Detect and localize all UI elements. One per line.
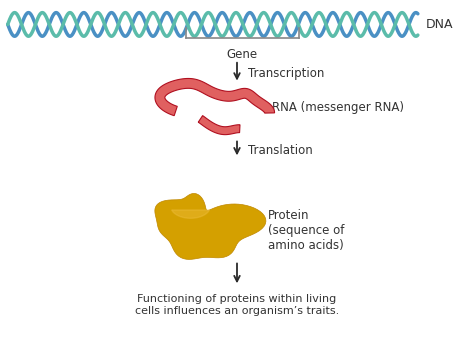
Text: Translation: Translation [248, 144, 313, 157]
Polygon shape [155, 193, 266, 259]
Polygon shape [155, 78, 274, 116]
Text: Gene: Gene [227, 48, 258, 61]
Text: Transcription: Transcription [248, 67, 324, 80]
Text: Protein
(sequence of
amino acids): Protein (sequence of amino acids) [268, 209, 344, 252]
Polygon shape [198, 116, 240, 135]
Text: RNA (messenger RNA): RNA (messenger RNA) [272, 101, 403, 113]
Text: DNA: DNA [426, 18, 453, 31]
Polygon shape [172, 210, 210, 218]
Text: Functioning of proteins within living
cells influences an organism’s traits.: Functioning of proteins within living ce… [135, 294, 339, 316]
